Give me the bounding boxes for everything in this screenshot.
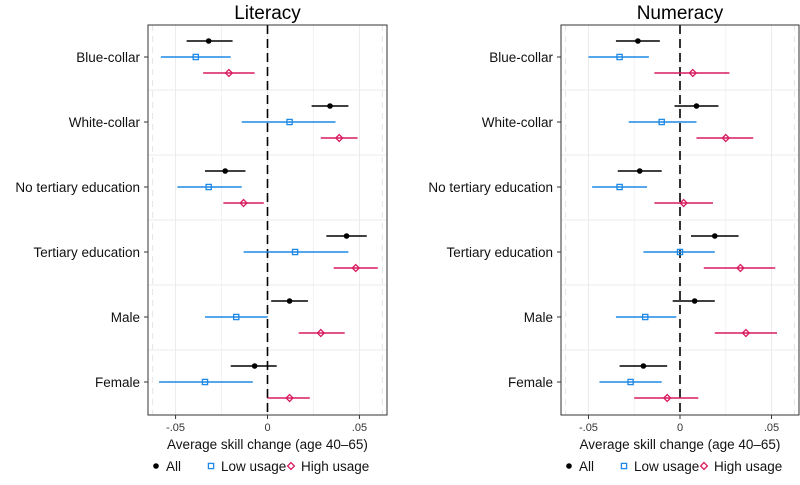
category-label: Blue-collar	[489, 50, 553, 65]
panel-title: Literacy	[234, 3, 301, 24]
legend: All Low usage High usage	[153, 459, 369, 474]
legend-label-all: All	[579, 459, 594, 474]
point-estimate	[662, 393, 672, 403]
point-estimate	[636, 168, 643, 174]
x-tick-label: .05	[764, 422, 779, 434]
legend-marker-all	[153, 463, 159, 469]
legend-label-low: Low usage	[221, 459, 286, 474]
x-tick-label: .05	[352, 422, 367, 434]
legend-label-high: High usage	[301, 459, 369, 474]
point-estimate	[640, 363, 647, 369]
series-low	[588, 53, 715, 386]
point-estimate	[688, 68, 698, 78]
point-estimate	[285, 393, 294, 403]
point-estimate	[711, 233, 718, 239]
category-label: Male	[524, 310, 553, 325]
legend-marker-high	[699, 461, 709, 471]
legend-marker-low	[620, 462, 628, 470]
panel-literacy: Literacy Blue-collar White-collar No tertia…	[15, 3, 388, 474]
point-estimate	[205, 38, 212, 44]
series-high	[203, 68, 378, 403]
x-tick-label: 0	[264, 422, 270, 434]
category-label: No tertiary education	[15, 180, 140, 195]
point-estimate	[224, 68, 234, 78]
legend-label-low: Low usage	[634, 459, 699, 474]
series-high	[634, 68, 778, 403]
category-label: White-collar	[69, 115, 141, 130]
point-estimate	[291, 248, 299, 256]
x-axis-label: Average skill change (age 40–65)	[167, 437, 368, 452]
x-tick-label: -.05	[579, 422, 598, 434]
point-estimate	[691, 298, 698, 304]
point-estimate	[641, 313, 649, 321]
point-estimate	[192, 53, 200, 61]
point-estimate	[334, 133, 344, 143]
point-estimate	[635, 38, 641, 44]
legend: All Low usage High usage	[566, 459, 782, 474]
panel-title: Numeracy	[637, 3, 724, 24]
point-estimate	[679, 198, 688, 208]
point-estimate	[251, 363, 258, 369]
point-estimate	[627, 378, 634, 386]
legend-marker-high	[286, 461, 296, 471]
category-label: White-collar	[482, 115, 554, 130]
point-estimate	[676, 248, 684, 256]
legend-marker-low	[207, 462, 215, 470]
point-estimate	[286, 298, 293, 304]
x-tick-label: 0	[677, 422, 683, 434]
panel-numeracy: Numeracy Blue-collar White-collar No tertia…	[428, 3, 800, 474]
point-estimate	[239, 198, 248, 208]
legend-marker-all	[566, 463, 572, 469]
category-label: Blue-collar	[76, 50, 140, 65]
point-estimate	[205, 183, 212, 191]
point-estimate	[658, 118, 665, 126]
point-estimate	[351, 263, 361, 273]
series-all	[186, 38, 367, 369]
point-estimate	[721, 133, 731, 143]
point-estimate	[736, 263, 745, 273]
category-label: Tertiary education	[446, 245, 553, 260]
category-label: Female	[95, 375, 140, 390]
legend-label-all: All	[166, 459, 181, 474]
point-estimate	[232, 313, 240, 321]
category-label: Male	[111, 310, 140, 325]
point-estimate	[222, 168, 229, 174]
category-label: Tertiary education	[33, 245, 140, 260]
series-all	[615, 38, 739, 369]
point-estimate	[693, 103, 700, 109]
x-axis-label: Average skill change (age 40–65)	[580, 437, 781, 452]
series-low	[159, 53, 349, 386]
point-estimate	[616, 53, 623, 61]
point-estimate	[201, 378, 209, 386]
category-label: Female	[508, 375, 553, 390]
point-estimate	[316, 328, 326, 338]
point-estimate	[741, 328, 751, 338]
point-estimate	[616, 183, 623, 191]
point-estimate	[343, 233, 350, 239]
legend-label-high: High usage	[714, 459, 782, 474]
category-label: No tertiary education	[428, 180, 553, 195]
point-estimate	[327, 103, 333, 109]
x-tick-label: -.05	[166, 422, 185, 434]
point-estimate	[286, 118, 293, 126]
